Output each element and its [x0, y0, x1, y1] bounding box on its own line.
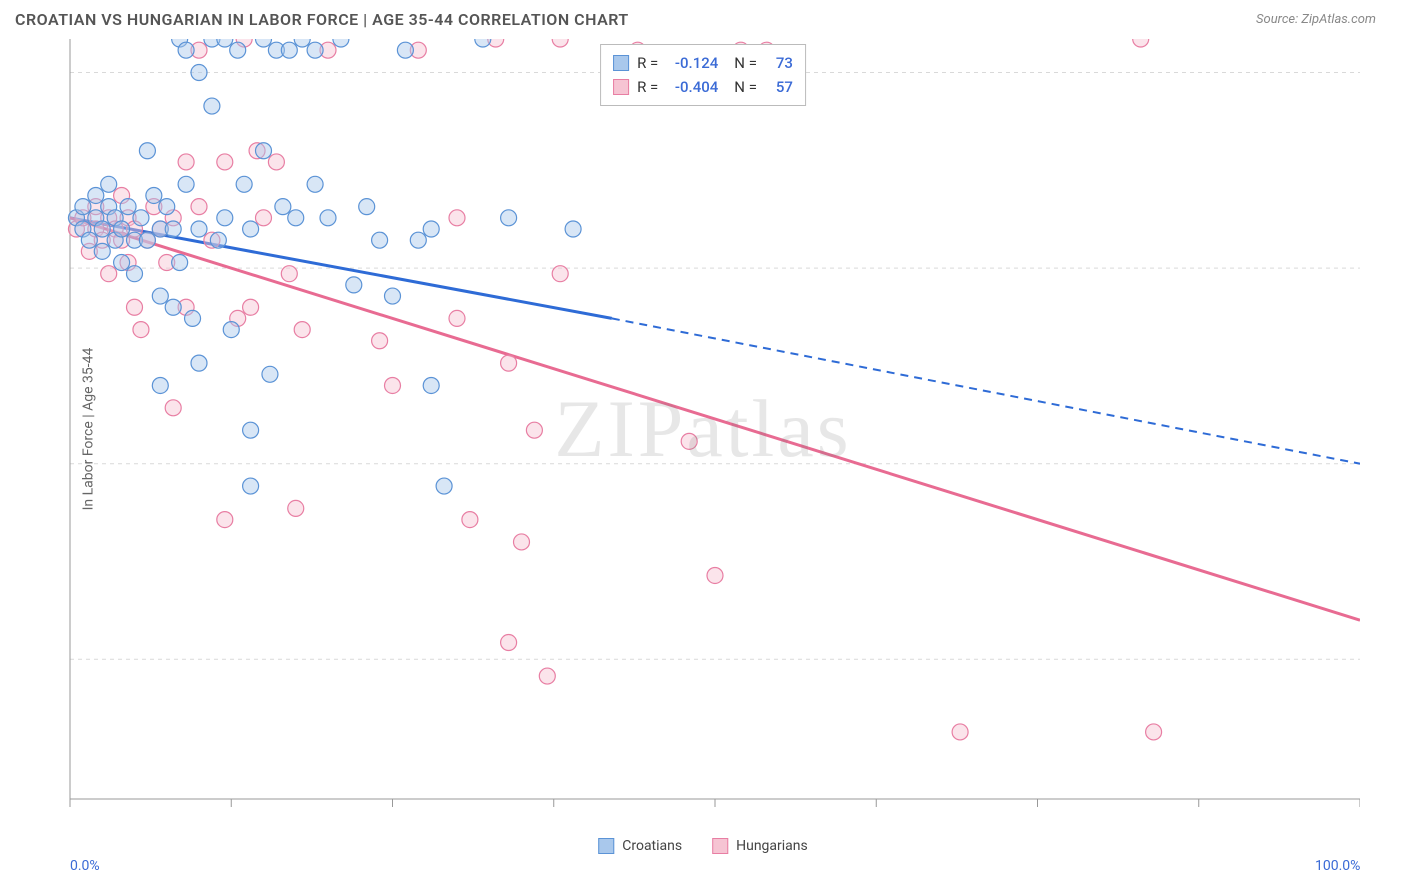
r-value: -0.124: [666, 51, 718, 75]
r-label: R =: [637, 51, 658, 75]
n-label: N =: [734, 75, 757, 99]
r-label: R =: [637, 75, 658, 99]
legend-swatch: [712, 838, 728, 854]
legend-item: Croatians: [598, 838, 682, 854]
legend-swatch: [613, 55, 629, 71]
n-value: 57: [765, 75, 793, 99]
y-axis-label: In Labor Force | Age 35-44: [80, 348, 96, 511]
series-legend: Croatians Hungarians: [598, 838, 808, 854]
x-tick-label: 0.0%: [70, 858, 100, 874]
correlation-row: R = -0.404 N = 57: [613, 75, 793, 99]
legend-label: Hungarians: [736, 838, 808, 854]
correlation-row: R = -0.124 N = 73: [613, 51, 793, 75]
legend-label: Croatians: [622, 838, 682, 854]
legend-swatch: [598, 838, 614, 854]
n-label: N =: [734, 51, 757, 75]
source-credit: Source: ZipAtlas.com: [1256, 12, 1376, 27]
legend-swatch: [613, 79, 629, 95]
correlation-legend: R = -0.124 N = 73 R = -0.404 N = 57: [600, 44, 806, 106]
chart-area: In Labor Force | Age 35-44 ZIPatlas R =-…: [15, 39, 1391, 819]
chart-title: CROATIAN VS HUNGARIAN IN LABOR FORCE | A…: [15, 10, 629, 29]
r-value: -0.404: [666, 75, 718, 99]
legend-item: Hungarians: [712, 838, 808, 854]
n-value: 73: [765, 51, 793, 75]
scatter-plot: [15, 39, 1360, 819]
x-tick-label: 100.0%: [1315, 858, 1360, 874]
